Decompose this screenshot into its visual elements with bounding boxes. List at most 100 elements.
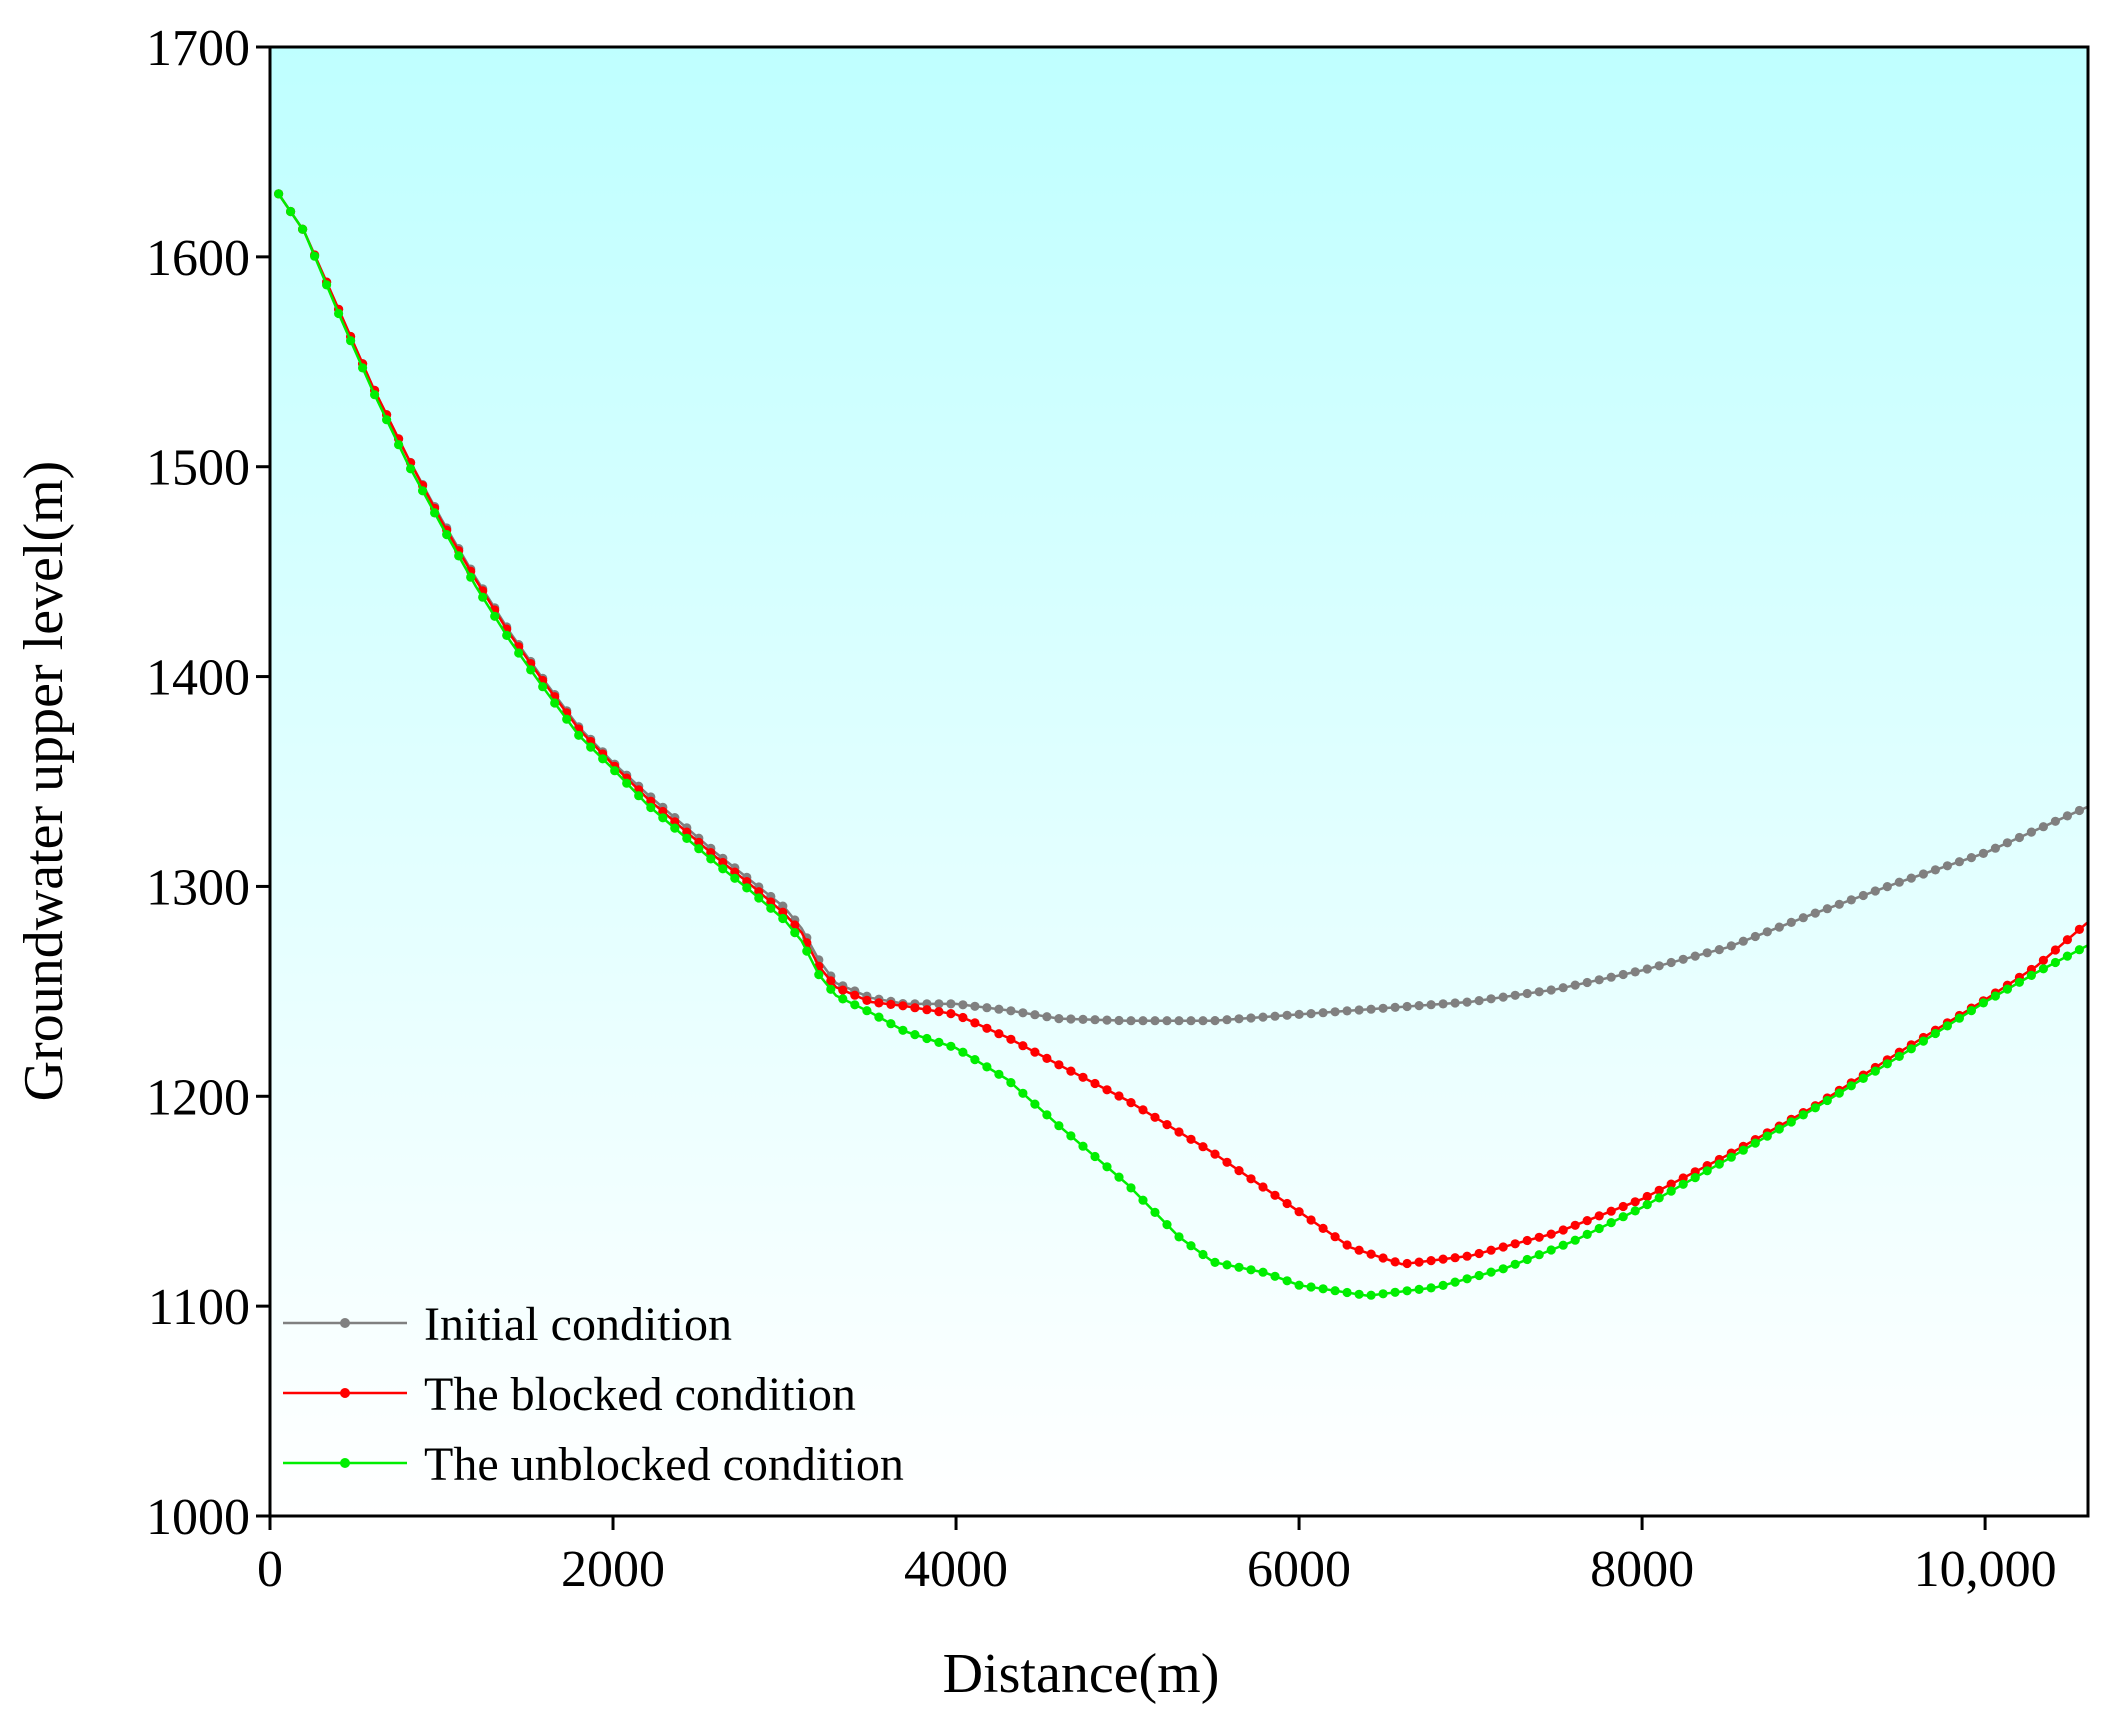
data-point xyxy=(934,999,944,1009)
data-point xyxy=(1426,1283,1436,1293)
data-point xyxy=(1390,1002,1400,1013)
data-point xyxy=(1774,922,1784,932)
data-point xyxy=(1690,951,1700,961)
data-point xyxy=(1534,987,1544,997)
data-point xyxy=(898,1025,908,1035)
data-point xyxy=(1906,1044,1916,1054)
data-point xyxy=(1246,1265,1256,1275)
data-point xyxy=(1762,1131,1772,1141)
data-point xyxy=(1066,1131,1076,1141)
data-point xyxy=(1510,1259,1520,1269)
data-point xyxy=(1654,961,1664,971)
data-point xyxy=(1582,977,1592,988)
data-point xyxy=(1042,1110,1052,1120)
data-point xyxy=(1054,1060,1064,1070)
data-point xyxy=(1522,1254,1532,1265)
data-point xyxy=(1750,931,1760,942)
data-point xyxy=(766,903,776,913)
data-point xyxy=(982,1023,992,1033)
data-point xyxy=(1486,994,1496,1004)
data-point xyxy=(1426,1256,1436,1266)
data-point xyxy=(730,873,740,883)
data-point xyxy=(1474,1248,1484,1259)
data-point xyxy=(1498,992,1508,1002)
data-point xyxy=(670,817,680,827)
data-point xyxy=(1642,1191,1652,1202)
data-point xyxy=(1306,1009,1316,1019)
data-point xyxy=(1018,1088,1028,1098)
data-point xyxy=(1606,1206,1616,1216)
data-point xyxy=(1822,904,1832,914)
data-point xyxy=(898,1001,908,1011)
data-point xyxy=(994,1069,1004,1079)
legend-marker xyxy=(340,1318,350,1328)
data-point xyxy=(538,682,548,692)
data-point xyxy=(1090,1078,1100,1089)
data-point xyxy=(1678,1173,1688,1183)
plot-background xyxy=(270,47,2088,1516)
data-point xyxy=(1426,1000,1436,1010)
data-point xyxy=(1054,1121,1064,1131)
data-point xyxy=(1618,1201,1628,1212)
data-point xyxy=(1810,908,1820,918)
data-point xyxy=(1714,1159,1724,1169)
data-point xyxy=(1630,967,1640,977)
data-point xyxy=(754,887,764,897)
data-point xyxy=(1246,1174,1256,1184)
data-point xyxy=(1378,1003,1388,1013)
data-point xyxy=(1978,848,1988,859)
data-point xyxy=(2038,822,2048,832)
axes: 0 2000 4000 6000 8000 10,000 1000 1100 1200 1300 1… xyxy=(146,20,2057,1598)
data-point xyxy=(1114,1091,1124,1101)
data-point xyxy=(1414,1257,1424,1267)
data-point xyxy=(1894,877,1904,887)
data-point xyxy=(1726,941,1736,951)
data-point xyxy=(1594,975,1604,985)
data-point xyxy=(1342,1287,1352,1298)
data-point xyxy=(1642,1200,1652,1210)
data-point xyxy=(682,833,692,844)
data-point xyxy=(1042,1012,1052,1022)
data-point xyxy=(1222,1015,1232,1025)
data-point xyxy=(970,1001,980,1011)
data-point xyxy=(1954,857,1964,867)
data-point xyxy=(478,592,488,602)
data-point xyxy=(1246,1013,1256,1023)
data-point xyxy=(2074,924,2084,935)
data-point xyxy=(1858,890,1868,901)
data-point xyxy=(1066,1014,1076,1024)
data-point xyxy=(1498,1264,1508,1274)
data-point xyxy=(2062,811,2072,821)
plot-frame xyxy=(268,45,2090,1518)
data-point xyxy=(1990,991,2000,1001)
data-point xyxy=(1114,1172,1124,1182)
data-point xyxy=(1450,998,1460,1008)
data-point xyxy=(922,1033,932,1044)
data-point xyxy=(658,806,668,817)
legend-item: The blocked condition xyxy=(283,1368,856,1421)
data-point xyxy=(1570,1235,1580,1245)
data-point xyxy=(658,813,668,823)
data-point xyxy=(970,1018,980,1028)
data-point xyxy=(1270,1190,1280,1200)
data-point xyxy=(1990,843,2000,853)
data-point xyxy=(934,1037,944,1047)
x-tick-label: 2000 xyxy=(561,1541,665,1598)
data-point xyxy=(574,730,584,740)
data-point xyxy=(1222,1157,1232,1167)
data-point xyxy=(1294,1009,1304,1020)
data-point xyxy=(1630,1206,1640,1216)
data-point xyxy=(1018,1041,1028,1051)
data-point xyxy=(298,224,308,234)
data-point xyxy=(994,1004,1004,1014)
data-point xyxy=(1198,1016,1208,1026)
legend-marker xyxy=(340,1458,350,1468)
data-point xyxy=(562,714,572,724)
data-point xyxy=(982,1062,992,1072)
data-point xyxy=(1282,1276,1292,1286)
data-point xyxy=(598,754,608,764)
data-point xyxy=(1078,1014,1088,1024)
data-point xyxy=(502,630,512,641)
data-point xyxy=(1174,1016,1184,1026)
